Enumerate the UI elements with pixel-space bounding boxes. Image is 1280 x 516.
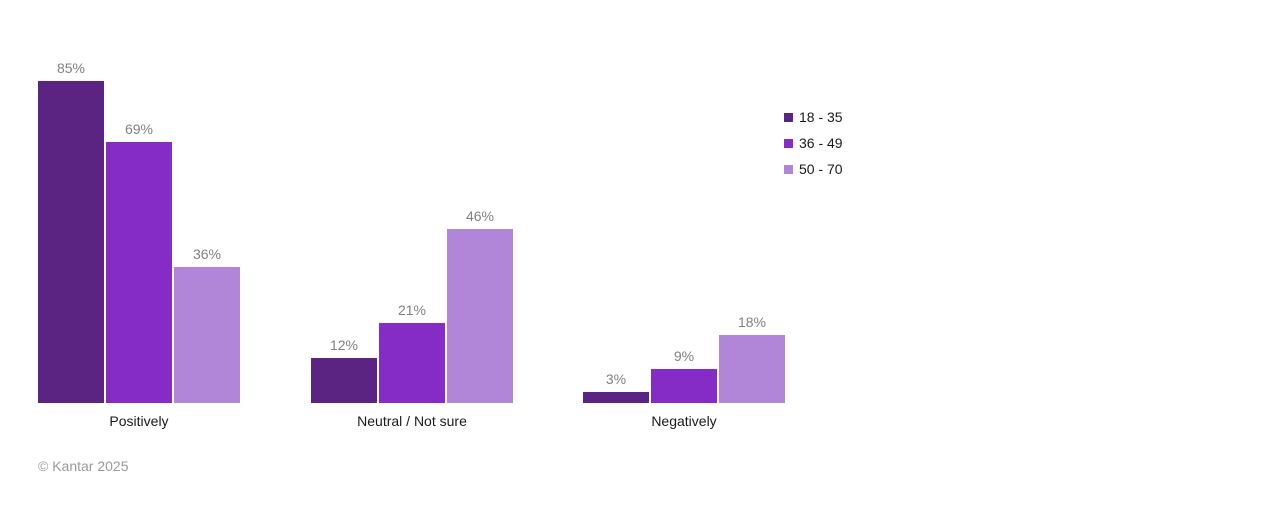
bar-value-label: 69%	[124, 120, 154, 137]
bar-value-label: 85%	[56, 60, 86, 76]
bar-column: 12%	[311, 336, 377, 403]
bar-50-70-neutral[interactable]	[447, 228, 513, 403]
bar-36-49-neutral[interactable]	[379, 323, 445, 403]
bar-column: 3%	[583, 371, 649, 403]
bar-value-label: 12%	[329, 336, 359, 353]
legend-label: 36 - 49	[799, 135, 843, 151]
bar-group-neutral: 12% 21% 46% Neutral / Not sure	[311, 208, 513, 429]
legend-swatch-icon	[784, 164, 793, 174]
bar-value-label: 3%	[605, 370, 627, 387]
bar-value-label: 9%	[673, 347, 695, 364]
bar-value-label: 18%	[737, 313, 767, 330]
bar-18-35-negatively[interactable]	[583, 391, 649, 403]
copyright-text: © Kantar 2025	[38, 458, 129, 474]
plot-area: 85% 69% 36% Positively 12% 21%	[38, 60, 785, 429]
bar-value-label: 21%	[397, 302, 427, 319]
legend-swatch-icon	[784, 138, 793, 148]
bar-group-negatively: 3% 9% 18% Negatively	[583, 314, 785, 429]
bar-column: 21%	[379, 302, 445, 403]
bar-column: 69%	[106, 121, 172, 403]
bar-36-49-positively[interactable]	[106, 141, 172, 403]
legend-item-18-35[interactable]: 18 - 35	[784, 104, 843, 130]
bar-50-70-negatively[interactable]	[719, 334, 785, 403]
bar-column: 85%	[38, 60, 104, 403]
bar-50-70-positively[interactable]	[174, 266, 240, 403]
bar-column: 46%	[447, 208, 513, 403]
bar-18-35-positively[interactable]	[38, 81, 104, 403]
bar-column: 9%	[651, 348, 717, 403]
bar-value-label: 36%	[192, 245, 222, 262]
category-label-positively: Positively	[109, 413, 169, 429]
legend-item-36-49[interactable]: 36 - 49	[784, 130, 843, 156]
chart-legend: 18 - 35 36 - 49 50 - 70	[784, 104, 843, 182]
bar-36-49-negatively[interactable]	[651, 368, 717, 403]
legend-label: 50 - 70	[799, 161, 843, 177]
category-label-negatively: Negatively	[651, 413, 717, 429]
category-label-neutral: Neutral / Not sure	[357, 413, 467, 429]
legend-item-50-70[interactable]: 50 - 70	[784, 156, 843, 182]
bar-group-positively: 85% 69% 36% Positively	[38, 60, 240, 429]
legend-label: 18 - 35	[799, 109, 843, 125]
legend-swatch-icon	[784, 112, 793, 122]
bar-column: 36%	[174, 246, 240, 403]
bar-column: 18%	[719, 314, 785, 403]
bar-value-label: 46%	[465, 207, 495, 224]
bar-18-35-neutral[interactable]	[311, 357, 377, 403]
